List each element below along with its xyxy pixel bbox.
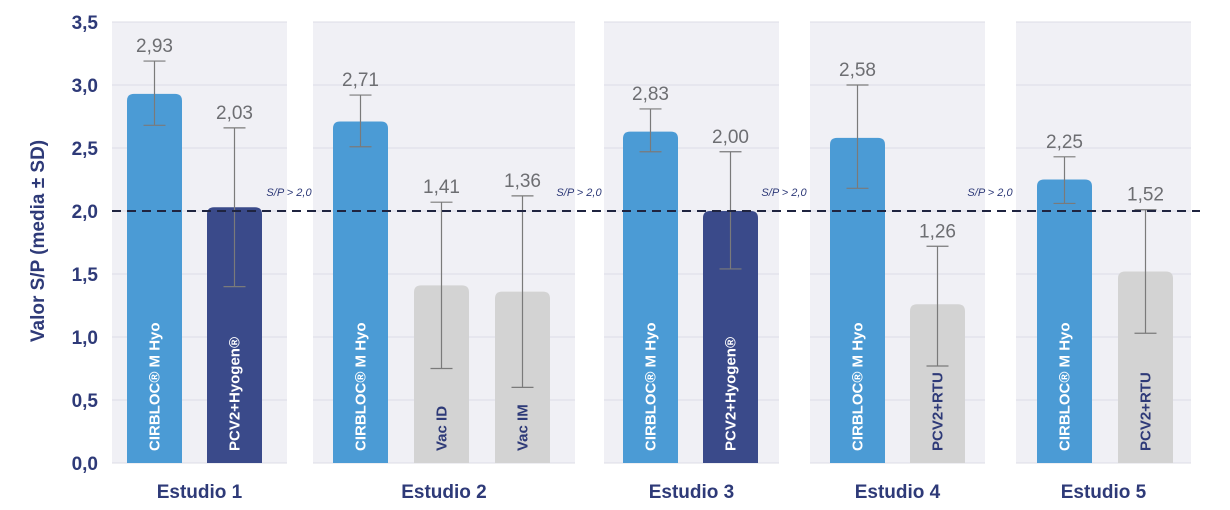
group-label: Estudio 1 bbox=[157, 482, 243, 503]
bar bbox=[127, 93, 182, 463]
threshold-label: S/P > 2,0 bbox=[266, 187, 312, 199]
group-label: Estudio 4 bbox=[855, 482, 941, 503]
threshold-label: S/P > 2,0 bbox=[556, 187, 602, 199]
y-tick-label: 1,5 bbox=[72, 265, 99, 286]
data-label: 2,58 bbox=[839, 60, 876, 81]
data-label: 1,52 bbox=[1127, 185, 1164, 206]
y-tick-label: 2,5 bbox=[72, 139, 99, 160]
y-tick-label: 3,0 bbox=[72, 76, 98, 97]
bar-label: CIRBLOC® M Hyo bbox=[643, 322, 660, 451]
bar bbox=[207, 207, 262, 463]
bar-label: PCV2+Hyogen® bbox=[723, 337, 740, 451]
y-tick-label: 0,0 bbox=[72, 454, 98, 475]
data-label: 2,83 bbox=[632, 84, 669, 105]
data-label: 2,25 bbox=[1046, 132, 1083, 153]
bar-label: PCV2+Hyogen® bbox=[227, 337, 244, 451]
bar-label: Vac ID bbox=[434, 406, 451, 451]
bar-label: CIRBLOC® M Hyo bbox=[1057, 322, 1074, 451]
data-label: 2,03 bbox=[216, 103, 253, 124]
y-tick-label: 2,0 bbox=[72, 202, 98, 223]
data-label: 1,36 bbox=[504, 171, 541, 192]
y-tick-label: 1,0 bbox=[72, 328, 98, 349]
group-label: Estudio 5 bbox=[1061, 482, 1147, 503]
bar-label: PCV2+RTU bbox=[1138, 372, 1155, 451]
bar-label: CIRBLOC® M Hyo bbox=[850, 322, 867, 451]
threshold-label: S/P > 2,0 bbox=[967, 187, 1013, 199]
data-label: 1,41 bbox=[423, 177, 460, 198]
bar bbox=[910, 304, 965, 463]
group-label: Estudio 2 bbox=[401, 482, 487, 503]
bar-label: PCV2+RTU bbox=[930, 372, 947, 451]
bar bbox=[623, 131, 678, 463]
y-tick-label: 3,5 bbox=[72, 13, 99, 34]
bar-label: CIRBLOC® M Hyo bbox=[353, 322, 370, 451]
y-tick-label: 0,5 bbox=[72, 391, 99, 412]
data-label: 2,93 bbox=[136, 36, 173, 57]
bar bbox=[1037, 179, 1092, 463]
group-label: Estudio 3 bbox=[649, 482, 735, 503]
threshold-label: S/P > 2,0 bbox=[761, 187, 807, 199]
bar bbox=[830, 137, 885, 464]
bar bbox=[414, 285, 469, 463]
data-label: 1,26 bbox=[919, 221, 956, 242]
bar bbox=[333, 121, 388, 463]
bar-label: Vac IM bbox=[515, 404, 532, 451]
bar bbox=[703, 211, 758, 463]
data-label: 2,71 bbox=[342, 70, 379, 91]
bar bbox=[1118, 271, 1173, 463]
y-axis-label: Valor S/P (media ± SD) bbox=[28, 140, 49, 342]
bar-label: CIRBLOC® M Hyo bbox=[147, 322, 164, 451]
data-label: 2,00 bbox=[712, 127, 749, 148]
